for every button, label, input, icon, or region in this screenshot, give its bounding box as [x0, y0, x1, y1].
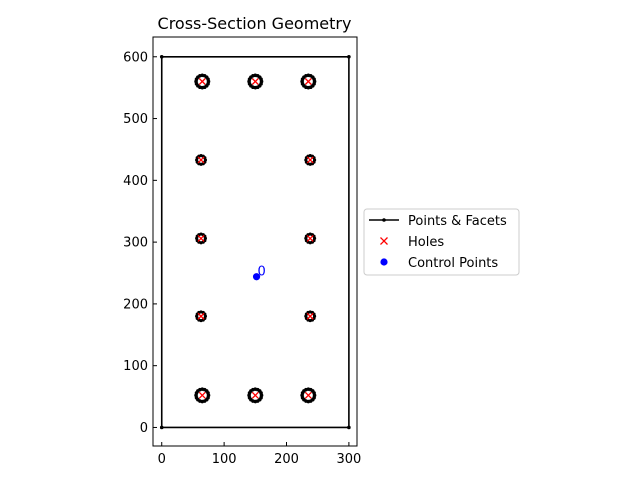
legend-entry-points-facets: Points & Facets: [369, 214, 507, 229]
hole-marker: [306, 234, 314, 242]
large-hole: [247, 387, 264, 404]
legend-label-holes: Holes: [408, 235, 444, 250]
y-tick-label: 200: [123, 297, 148, 312]
boundary-point: [347, 54, 351, 59]
x-axis: 0 100 200 300: [158, 442, 361, 467]
y-tick-label: 400: [123, 174, 148, 189]
boundary-point: [159, 425, 164, 430]
legend-label-control-points: Control Points: [408, 256, 498, 271]
hole-point: [259, 82, 263, 86]
plot-area: 0 100 200 300 0 100 200 300 400 500 600 0: [123, 36, 361, 467]
hole-marker: [306, 156, 314, 164]
large-hole: [194, 387, 211, 404]
small-hole: [195, 232, 208, 245]
small-hole: [195, 154, 208, 166]
legend-label-points-facets: Points & Facets: [408, 214, 507, 229]
small-hole: [304, 232, 317, 245]
hole-marker: [197, 234, 205, 242]
legend-dot-marker: [382, 218, 386, 222]
y-tick-label: 0: [140, 421, 148, 436]
legend-x-marker-b: [380, 237, 388, 245]
hole-marker: [197, 312, 205, 320]
hole-marker: [251, 391, 259, 399]
x-tick-label: 300: [336, 452, 361, 467]
small-hole: [304, 310, 317, 323]
small-hole: [304, 154, 317, 166]
y-tick-label: 100: [123, 359, 148, 374]
large-hole: [300, 73, 317, 90]
hole-point: [206, 395, 210, 400]
geometry-layer: 0: [159, 54, 351, 430]
legend-circle-marker: [380, 258, 388, 266]
legend: Points & Facets Holes Control Points: [363, 208, 520, 276]
x-tick-label: 200: [274, 452, 299, 467]
legend-frame: [363, 208, 520, 276]
y-tick-label: 300: [123, 236, 148, 251]
axes-frame: [152, 36, 358, 447]
large-hole: [194, 73, 211, 90]
control-point: [252, 273, 261, 281]
boundary-point: [347, 425, 351, 430]
hole-marker: [198, 78, 206, 85]
y-axis: 0 100 200 300 400 500 600: [123, 50, 157, 436]
hole-marker: [306, 312, 314, 320]
x-tick-label: 100: [212, 452, 237, 467]
hole-marker: [198, 391, 206, 399]
y-tick-label: 500: [123, 112, 148, 127]
hole-point: [206, 82, 210, 86]
large-hole: [300, 387, 317, 404]
legend-entry-holes: Holes: [380, 235, 444, 250]
hole-marker: [304, 78, 312, 85]
legend-entry-control-points: Control Points: [380, 256, 498, 271]
control-point-label: 0: [258, 265, 266, 280]
large-hole: [247, 73, 264, 90]
hole-point: [259, 395, 263, 400]
hole-marker: [251, 78, 259, 85]
chart-title: Cross-Section Geometry: [158, 14, 352, 33]
hole-marker: [304, 391, 312, 399]
small-hole: [195, 310, 208, 323]
y-tick-label: 600: [123, 50, 148, 65]
hole-point: [312, 82, 316, 86]
boundary-point: [159, 54, 164, 59]
hole-marker: [197, 156, 205, 164]
hole-point: [312, 395, 316, 400]
x-tick-label: 0: [158, 452, 166, 467]
